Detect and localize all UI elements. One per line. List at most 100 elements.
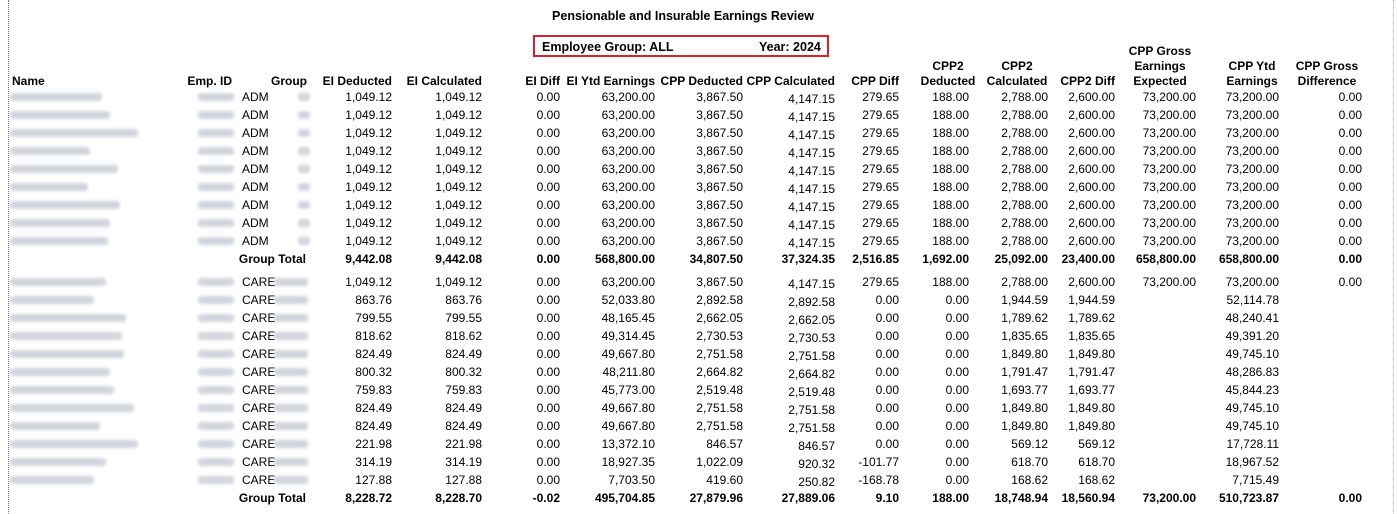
cell-cpp_calculated: 4,147.15 [788, 92, 835, 106]
cell-ei_deducted: 1,049.12 [345, 126, 392, 140]
cell-cpp_ytd: 73,200.00 [1225, 180, 1279, 194]
cell-ei_calculated: 8,228.70 [435, 491, 482, 505]
cell-ei_ytd: 63,200.00 [601, 90, 655, 104]
cell-cpp_diff: 279.65 [862, 234, 899, 248]
redacted-name [10, 165, 118, 173]
redacted-emp-id [198, 422, 234, 430]
cell-ei_ytd: 63,200.00 [601, 275, 655, 289]
cell-ei_deducted: 1,049.12 [345, 180, 392, 194]
cell-cpp_ytd: 73,200.00 [1225, 162, 1279, 176]
header-cpp_calculated: CPP Calculated [695, 74, 835, 89]
header-cpp_diff: CPP Diff [759, 74, 899, 89]
cell-cpp_ytd: 73,200.00 [1225, 144, 1279, 158]
cell-cpp2_calculated: 168.62 [1011, 473, 1048, 487]
redacted-emp-id [198, 165, 234, 173]
cell-cpp_deducted: 419.60 [706, 473, 743, 487]
header-line: Emp. ID [187, 74, 232, 88]
cell-cpp_calculated: 4,147.15 [788, 128, 835, 142]
cell-cpp_diff: 279.65 [862, 144, 899, 158]
group-cell: CARE [242, 275, 276, 289]
cell-cpp2_diff: 1,835.65 [1068, 329, 1115, 343]
redacted-group-suffix [298, 147, 310, 155]
header-line: Expected [1133, 74, 1187, 88]
header-line: Deducted [920, 74, 976, 88]
cell-ei_diff: 0.00 [536, 437, 560, 451]
header-group: Group [167, 74, 307, 89]
cell-cpp_ytd: 48,240.41 [1225, 311, 1279, 325]
redacted-emp-id [198, 183, 234, 191]
cell-cpp_gross_expected: 73,200.00 [1142, 108, 1196, 122]
cell-cpp_ytd: 48,286.83 [1225, 365, 1279, 379]
redacted-group-suffix [274, 422, 308, 430]
cell-cpp_gross_expected: 73,200.00 [1142, 144, 1196, 158]
cell-cpp_gross_expected: 73,200.00 [1142, 491, 1196, 505]
group-cell: CARE [242, 455, 276, 469]
cell-ei_calculated: 221.98 [445, 437, 482, 451]
cell-ei_calculated: 759.83 [445, 383, 482, 397]
redacted-group-suffix [274, 404, 308, 412]
cell-cpp_diff: 279.65 [862, 198, 899, 212]
cell-ei_calculated: 1,049.12 [435, 216, 482, 230]
header-line: CPP2 [1001, 59, 1033, 73]
cell-cpp2_calculated: 1,835.65 [1001, 329, 1048, 343]
cell-cpp2_calculated: 618.70 [1011, 455, 1048, 469]
cell-ei_diff: 0.00 [536, 126, 560, 140]
cell-cpp_deducted: 3,867.50 [696, 162, 743, 176]
cell-ei_deducted: 799.55 [355, 311, 392, 325]
group-cell: CARE [242, 365, 276, 379]
redacted-emp-id [198, 368, 234, 376]
redacted-emp-id [198, 404, 234, 412]
redacted-emp-id [198, 476, 234, 484]
cell-cpp_gross_expected: 73,200.00 [1142, 180, 1196, 194]
cell-cpp_ytd: 73,200.00 [1225, 216, 1279, 230]
cell-cpp_calculated: 4,147.15 [788, 182, 835, 196]
cell-cpp2_deducted: 0.00 [945, 419, 969, 433]
cell-ei_calculated: 824.49 [445, 347, 482, 361]
redacted-emp-id [198, 278, 234, 286]
cell-ei_diff: 0.00 [536, 144, 560, 158]
cell-cpp2_calculated: 2,788.00 [1001, 162, 1048, 176]
cell-ei_ytd: 18,927.35 [601, 455, 655, 469]
cell-cpp_calculated: 2,519.48 [788, 385, 835, 399]
cell-ei_calculated: 127.88 [445, 473, 482, 487]
cell-ei_ytd: 49,667.80 [601, 419, 655, 433]
group-cell: CARE [242, 419, 276, 433]
group-cell: ADM [242, 198, 269, 212]
group-cell: ADM [242, 234, 269, 248]
cell-cpp_diff: 279.65 [862, 108, 899, 122]
cell-cpp_calculated: 4,147.15 [788, 164, 835, 178]
cell-cpp2_deducted: 0.00 [945, 455, 969, 469]
redacted-name [10, 129, 138, 137]
cell-ei_diff: 0.00 [536, 365, 560, 379]
cell-ei_calculated: 1,049.12 [435, 144, 482, 158]
header-line: EI Diff [525, 74, 560, 88]
redacted-name [10, 368, 110, 376]
year-filter: Year: 2024 [759, 40, 821, 54]
cell-ei_deducted: 1,049.12 [345, 162, 392, 176]
cell-ei_ytd: 63,200.00 [601, 180, 655, 194]
cell-cpp_deducted: 3,867.50 [696, 90, 743, 104]
cell-cpp2_diff: 1,849.80 [1068, 347, 1115, 361]
header-ei_deducted: EI Deducted [252, 74, 392, 89]
cell-cpp2_calculated: 1,849.80 [1001, 347, 1048, 361]
cell-ei_deducted: 1,049.12 [345, 275, 392, 289]
header-ei_calculated: EI Calculated [342, 74, 482, 89]
cell-ei_diff: 0.00 [536, 473, 560, 487]
redacted-group-suffix [274, 458, 308, 466]
redacted-emp-id [198, 219, 234, 227]
redacted-name [10, 237, 108, 245]
group-cell: CARE [242, 437, 276, 451]
cell-cpp2_diff: 2,600.00 [1068, 144, 1115, 158]
cell-ei_deducted: 221.98 [355, 437, 392, 451]
redacted-emp-id [198, 237, 234, 245]
cell-ei_diff: 0.00 [536, 401, 560, 415]
cell-ei_ytd: 45,773.00 [601, 383, 655, 397]
filter-box: Employee Group: ALL Year: 2024 [533, 35, 829, 57]
cell-cpp2_calculated: 1,849.80 [1001, 401, 1048, 415]
redacted-name [10, 476, 94, 484]
cell-cpp_ytd: 510,723.87 [1218, 491, 1279, 505]
cell-cpp_gross_diff: 0.00 [1338, 126, 1362, 140]
cell-ei_deducted: 9,442.08 [345, 252, 392, 266]
cell-cpp_deducted: 3,867.50 [696, 234, 743, 248]
cell-cpp2_deducted: 0.00 [945, 347, 969, 361]
